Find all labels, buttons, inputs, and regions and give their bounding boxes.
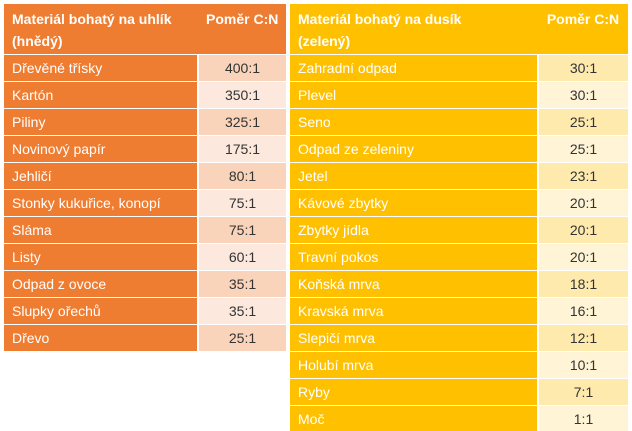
nitrogen-header-line1: Materiál bohatý na dusík xyxy=(298,11,462,27)
carbon-material-cell: Dřevěné třísky xyxy=(4,54,198,82)
carbon-ratio-cell: 75:1 xyxy=(197,189,286,217)
nitrogen-ratio-cell: 20:1 xyxy=(537,243,628,271)
nitrogen-ratio-cell: 25:1 xyxy=(537,108,628,136)
nitrogen-row: Slepičí mrva 12:1 xyxy=(290,324,628,352)
nitrogen-row: Ryby 7:1 xyxy=(290,378,628,406)
carbon-material-cell: Kartón xyxy=(4,81,198,109)
carbon-material-cell: Listy xyxy=(4,243,198,271)
carbon-table: Materiál bohatý na uhlík (hnědý) Poměr C… xyxy=(4,4,286,352)
carbon-row: Jehličí 80:1 xyxy=(4,162,286,190)
nitrogen-table: Materiál bohatý na dusík (zelený) Poměr … xyxy=(290,4,628,431)
nitrogen-material-cell: Slepičí mrva xyxy=(290,324,538,352)
nitrogen-row: Travní pokos 20:1 xyxy=(290,243,628,271)
nitrogen-material-cell: Kravská mrva xyxy=(290,297,538,325)
carbon-material-cell: Jehličí xyxy=(4,162,198,190)
carbon-header-material: Materiál bohatý na uhlík (hnědý) xyxy=(4,4,198,55)
nitrogen-row: Kávové zbytky 20:1 xyxy=(290,189,628,217)
nitrogen-ratio-cell: 7:1 xyxy=(537,378,628,406)
carbon-ratio-cell: 75:1 xyxy=(197,216,286,244)
carbon-row: Kartón 350:1 xyxy=(4,81,286,109)
carbon-ratio-cell: 325:1 xyxy=(197,108,286,136)
carbon-header-line1: Materiál bohatý na uhlík xyxy=(12,11,172,27)
carbon-row: Dřevěné třísky 400:1 xyxy=(4,54,286,82)
carbon-header-ratio: Poměr C:N xyxy=(198,4,286,55)
nitrogen-row: Zahradní odpad 30:1 xyxy=(290,54,628,82)
carbon-ratio-cell: 25:1 xyxy=(197,324,286,352)
carbon-ratio-cell: 80:1 xyxy=(197,162,286,190)
nitrogen-material-cell: Moč xyxy=(290,405,538,431)
nitrogen-row: Seno 25:1 xyxy=(290,108,628,136)
nitrogen-ratio-cell: 20:1 xyxy=(537,189,628,217)
nitrogen-row: Odpad ze zeleniny 25:1 xyxy=(290,135,628,163)
carbon-row: Listy 60:1 xyxy=(4,243,286,271)
nitrogen-table-header: Materiál bohatý na dusík (zelený) Poměr … xyxy=(290,4,628,55)
carbon-material-cell: Sláma xyxy=(4,216,198,244)
nitrogen-row: Plevel 30:1 xyxy=(290,81,628,109)
carbon-row: Novinový papír 175:1 xyxy=(4,135,286,163)
nitrogen-ratio-cell: 30:1 xyxy=(537,81,628,109)
nitrogen-row: Kravská mrva 16:1 xyxy=(290,297,628,325)
nitrogen-ratio-cell: 23:1 xyxy=(537,162,628,190)
nitrogen-header-ratio: Poměr C:N xyxy=(538,4,628,55)
nitrogen-material-cell: Zahradní odpad xyxy=(290,54,538,82)
carbon-row: Sláma 75:1 xyxy=(4,216,286,244)
carbon-ratio-cell: 60:1 xyxy=(197,243,286,271)
nitrogen-row: Zbytky jídla 20:1 xyxy=(290,216,628,244)
nitrogen-material-cell: Seno xyxy=(290,108,538,136)
carbon-ratio-cell: 35:1 xyxy=(197,270,286,298)
nitrogen-material-cell: Zbytky jídla xyxy=(290,216,538,244)
nitrogen-material-cell: Plevel xyxy=(290,81,538,109)
carbon-row: Slupky ořechů 35:1 xyxy=(4,297,286,325)
carbon-material-cell: Odpad z ovoce xyxy=(4,270,198,298)
nitrogen-ratio-cell: 12:1 xyxy=(537,324,628,352)
carbon-ratio-cell: 400:1 xyxy=(197,54,286,82)
nitrogen-material-cell: Odpad ze zeleniny xyxy=(290,135,538,163)
carbon-table-header: Materiál bohatý na uhlík (hnědý) Poměr C… xyxy=(4,4,286,55)
nitrogen-ratio-cell: 30:1 xyxy=(537,54,628,82)
nitrogen-material-cell: Jetel xyxy=(290,162,538,190)
nitrogen-row: Koňská mrva 18:1 xyxy=(290,270,628,298)
carbon-material-cell: Stonky kukuřice, konopí xyxy=(4,189,198,217)
carbon-material-cell: Slupky ořechů xyxy=(4,297,198,325)
nitrogen-ratio-cell: 20:1 xyxy=(537,216,628,244)
carbon-material-cell: Piliny xyxy=(4,108,198,136)
nitrogen-row: Holubí mrva 10:1 xyxy=(290,351,628,379)
nitrogen-row: Moč 1:1 xyxy=(290,405,628,431)
carbon-row: Piliny 325:1 xyxy=(4,108,286,136)
carbon-ratio-cell: 350:1 xyxy=(197,81,286,109)
nitrogen-ratio-cell: 1:1 xyxy=(537,405,628,431)
nitrogen-material-cell: Koňská mrva xyxy=(290,270,538,298)
carbon-row: Dřevo 25:1 xyxy=(4,324,286,352)
nitrogen-material-cell: Kávové zbytky xyxy=(290,189,538,217)
nitrogen-row: Jetel 23:1 xyxy=(290,162,628,190)
carbon-ratio-cell: 175:1 xyxy=(197,135,286,163)
nitrogen-ratio-cell: 16:1 xyxy=(537,297,628,325)
carbon-material-cell: Dřevo xyxy=(4,324,198,352)
nitrogen-material-cell: Travní pokos xyxy=(290,243,538,271)
nitrogen-material-cell: Holubí mrva xyxy=(290,351,538,379)
nitrogen-header-line2: (zelený) xyxy=(298,33,351,49)
carbon-row: Odpad z ovoce 35:1 xyxy=(4,270,286,298)
carbon-header-line2: (hnědý) xyxy=(12,33,63,49)
carbon-ratio-cell: 35:1 xyxy=(197,297,286,325)
carbon-material-cell: Novinový papír xyxy=(4,135,198,163)
nitrogen-header-material: Materiál bohatý na dusík (zelený) xyxy=(290,4,538,55)
nitrogen-ratio-cell: 18:1 xyxy=(537,270,628,298)
nitrogen-material-cell: Ryby xyxy=(290,378,538,406)
nitrogen-ratio-cell: 10:1 xyxy=(537,351,628,379)
nitrogen-ratio-cell: 25:1 xyxy=(537,135,628,163)
carbon-row: Stonky kukuřice, konopí 75:1 xyxy=(4,189,286,217)
